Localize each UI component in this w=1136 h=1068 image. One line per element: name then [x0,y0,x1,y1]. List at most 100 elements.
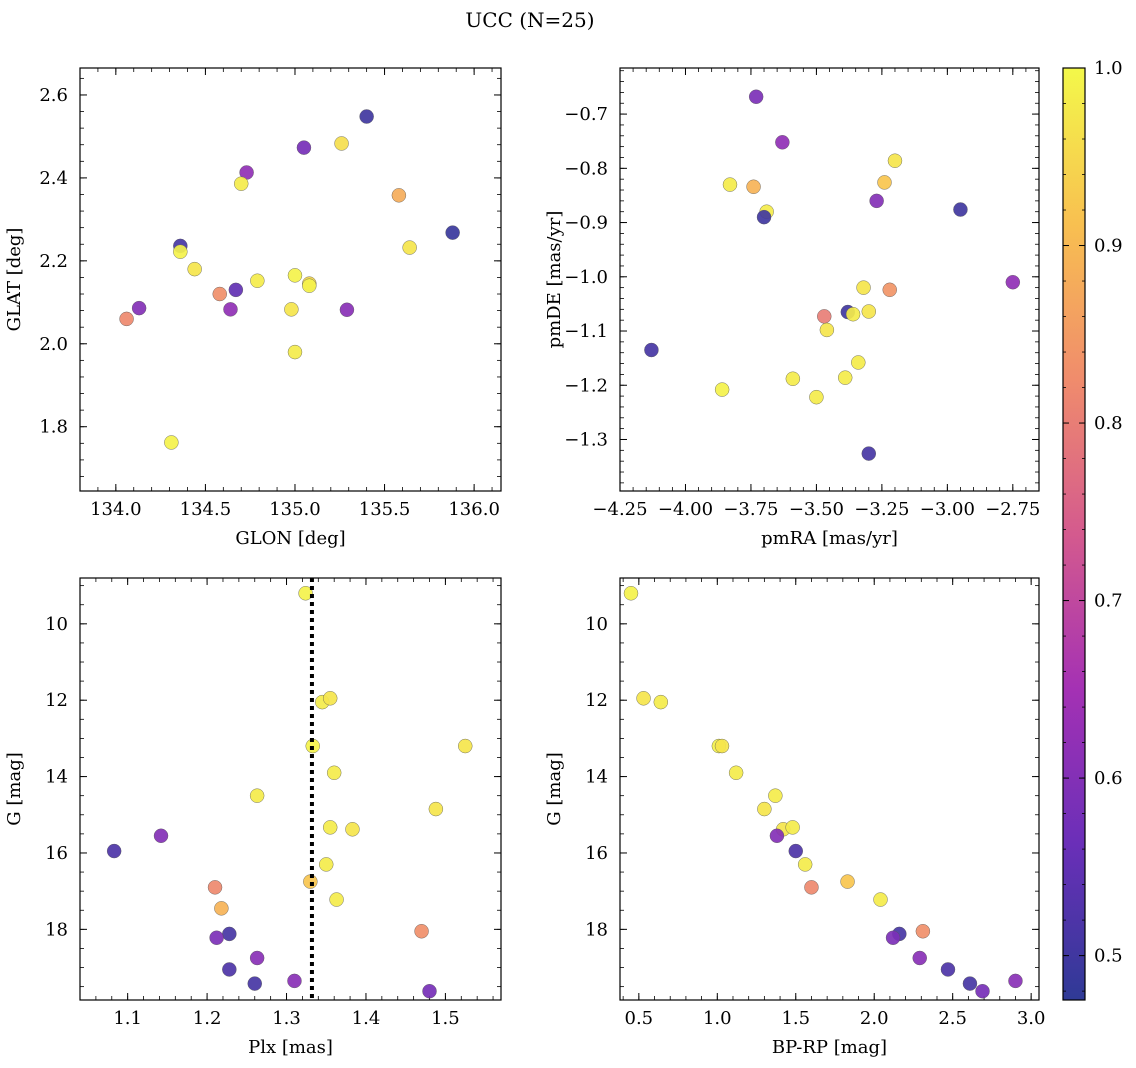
scatter-point [915,924,931,939]
scatter-point [345,822,360,837]
y-axis-label: G [mag] [544,752,565,825]
scatter-point [414,924,429,939]
scatter-point [445,225,460,240]
scatter-point [722,177,738,192]
scatter-point [153,828,169,843]
y-tick-label: −0.8 [564,158,608,179]
scatter-point [164,435,179,450]
y-tick-label: 14 [45,767,68,788]
x-tick-label: 1.1 [113,1008,142,1029]
scatter-point [422,984,437,999]
x-tick-label: 1.2 [193,1008,222,1029]
scatter-point [975,984,990,999]
colorbar-gradient [1062,67,1086,1001]
scatter-point [623,586,639,601]
y-tick-label: 14 [585,767,608,788]
plot-frame [79,577,502,1001]
y-tick-label: −1.1 [564,321,608,342]
y-tick-label: −1.2 [564,375,608,396]
y-tick-label: 10 [585,614,608,635]
scatter-point [838,370,853,385]
scatter-point [912,950,927,966]
y-axis-label: G [mag] [4,752,25,825]
x-tick-label: 3.0 [1017,1008,1046,1029]
y-axis-label: GLAT [deg] [4,228,25,332]
y-tick-label: 16 [585,843,608,864]
scatter-point [804,880,819,895]
scatter-point [173,244,188,259]
scatter-series [644,89,1021,461]
scatter-point [877,175,892,190]
scatter-point [748,89,764,104]
scatter-point [249,950,265,966]
scatter-series [119,109,460,450]
x-tick-label: −4.25 [592,499,647,520]
y-tick-label: 1.8 [39,417,68,438]
x-tick-label: −3.25 [854,499,909,520]
scatter-point [644,342,659,358]
scatter-point [819,322,835,338]
scatter-point [339,302,355,317]
y-tick-label: 10 [45,614,68,635]
scatter-point [287,268,303,283]
panel-pmra-pmde: −4.25 −4.00 −3.75 −3.50 −3.25 −3.00 −2.75 −1.3 −… [544,67,1040,549]
colorbar-tick-label: 0.6 [1094,768,1123,789]
x-tick-label: 2.5 [938,1008,967,1029]
scatter-point [797,857,813,872]
scatter-point [187,261,202,277]
x-tick-label: 1.3 [272,1008,301,1029]
scatter-point [222,962,237,977]
scatter-point [851,355,866,370]
y-tick-label: 16 [45,843,68,864]
scatter-series [623,586,1023,999]
x-tick-label: 136.0 [448,499,500,520]
scatter-point [1008,973,1023,989]
x-tick-label: 135.5 [359,499,411,520]
y-tick-label: 2.6 [39,85,68,106]
y-tick-label: 12 [585,690,608,711]
x-tick-label: 135.0 [269,499,321,520]
scatter-point [785,371,801,386]
x-axis-label: pmRA [mas/yr] [761,528,898,549]
plot-frame [79,67,502,492]
scatter-point [653,694,669,710]
scatter-point [247,976,262,991]
scatter-point [359,109,374,124]
y-tick-label: 18 [45,919,68,940]
x-tick-label: −3.50 [789,499,844,520]
scatter-point [746,179,761,194]
x-tick-label: 1.5 [781,1008,810,1029]
x-tick-label: 1.5 [431,1008,460,1029]
y-tick-label: −0.7 [564,104,608,125]
scatter-point [106,843,122,859]
x-tick-label: 0.5 [625,1008,654,1029]
scatter-point [287,973,302,989]
y-tick-label: −1.3 [564,429,608,450]
x-tick-label: −3.75 [723,499,778,520]
scatter-point [287,344,303,360]
x-axis-label: Plx [mas] [248,1037,333,1058]
scatter-point [212,286,227,302]
colorbar-tick-label: 1.0 [1094,58,1123,79]
y-tick-label: 18 [585,919,608,940]
scatter-point [887,153,903,168]
figure-title: UCC (N=25) [465,8,594,32]
scatter-point [885,930,901,945]
plot-frame [619,577,1040,1001]
scatter-point [1005,275,1021,290]
scatter-point [329,892,344,907]
scatter-point [131,300,147,316]
scatter-point [940,962,956,977]
scatter-point [788,843,803,859]
y-tick-label: −1.0 [564,267,608,288]
x-axis-label: GLON [deg] [235,528,345,549]
panel-plx-g: 1.1 1.2 1.3 1.4 1.5 10 12 14 16 18 Plx [mas] G [mag… [4,577,502,1058]
colorbar: 0.5 0.6 0.7 0.8 0.9 1.0 [1062,58,1123,1001]
scatter-point [223,302,238,317]
scatter-point [757,801,772,817]
scatter-point [214,901,229,916]
scatter-point [119,311,134,327]
x-tick-label: 134.5 [180,499,232,520]
x-tick-label: −3.00 [920,499,975,520]
